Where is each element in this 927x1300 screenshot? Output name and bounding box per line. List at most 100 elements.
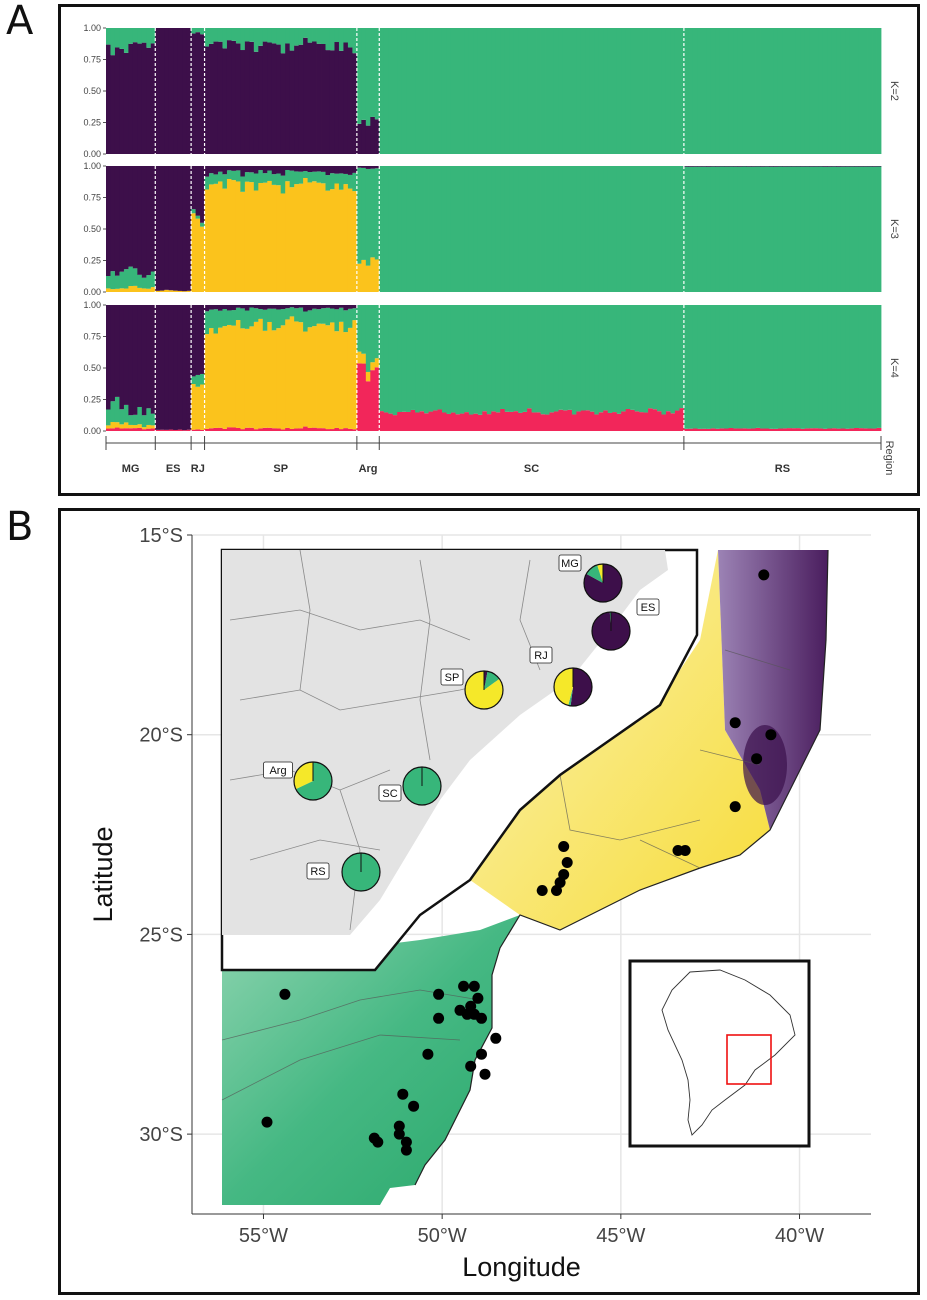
admixture-segment <box>231 325 237 428</box>
admixture-segment <box>128 428 134 431</box>
admixture-segment <box>473 305 479 414</box>
admixture-segment <box>836 28 842 154</box>
admixture-segment <box>267 28 273 43</box>
admixture-segment <box>809 428 815 431</box>
admixture-segment <box>374 119 380 154</box>
admixture-segment <box>383 166 389 292</box>
structure-plot: 0.00 0.25 0.50 0.75 1.00 K=2 0.00 0.25 0.50 0.75 1… <box>83 23 900 475</box>
admixture-segment <box>683 166 689 167</box>
admixture-segment <box>625 28 631 154</box>
admixture-segment <box>683 428 689 431</box>
admixture-segment <box>522 411 528 431</box>
admixture-segment <box>298 322 304 429</box>
admixture-segment <box>692 166 698 292</box>
admixture-segment <box>132 305 138 415</box>
admixture-segment <box>307 172 313 183</box>
admixture-segment <box>562 305 568 411</box>
admixture-segment <box>724 166 730 292</box>
admixture-segment <box>553 411 559 431</box>
admixture-segment <box>298 307 304 323</box>
admixture-segment <box>249 28 255 42</box>
admixture-segment <box>522 28 528 154</box>
admixture-segment <box>137 305 143 407</box>
admixture-segment <box>464 28 470 154</box>
admixture-segment <box>585 166 591 292</box>
admixture-segment <box>674 28 680 154</box>
admixture-segment <box>271 330 277 429</box>
admixture-segment <box>276 185 282 292</box>
admixture-segment <box>688 166 694 292</box>
admixture-segment <box>150 43 156 154</box>
admixture-segment <box>567 166 573 292</box>
sample-point <box>476 1012 487 1024</box>
admixture-segment <box>697 28 703 154</box>
admixture-segment <box>589 411 595 431</box>
admixture-segment <box>639 166 644 292</box>
admixture-segment <box>361 119 367 154</box>
admixture-segment <box>213 333 219 428</box>
admixture-segment <box>688 28 694 154</box>
admixture-segment <box>863 428 868 431</box>
admixture-segment <box>518 412 524 431</box>
admixture-segment <box>858 166 864 167</box>
admixture-segment <box>365 28 371 126</box>
sample-point <box>279 988 291 1000</box>
admixture-segment <box>388 305 394 414</box>
admixture-segment <box>276 173 282 186</box>
admixture-segment <box>701 428 707 431</box>
admixture-segment <box>683 305 689 429</box>
admixture-segment <box>553 305 559 412</box>
pie-label-box <box>558 554 582 572</box>
admixture-segment <box>634 411 640 431</box>
admixture-segment <box>710 166 716 167</box>
admixture-segment <box>876 28 882 154</box>
admixture-segment <box>298 183 304 292</box>
admixture-segment <box>253 321 259 430</box>
admixture-segment <box>769 166 774 167</box>
admixture-segment <box>854 28 859 154</box>
admixture-segment <box>352 53 358 154</box>
admixture-segment <box>164 429 170 431</box>
admixture-segment <box>688 166 694 167</box>
admixture-segment <box>276 328 282 429</box>
admixture-segment <box>226 166 232 171</box>
admixture-segment <box>150 305 156 414</box>
admixture-segment <box>800 305 806 429</box>
admixture-segment <box>594 166 600 292</box>
admixture-segment <box>155 429 161 431</box>
admixture-segment <box>634 28 640 154</box>
admixture-segment <box>155 166 161 291</box>
admixture-segment <box>540 305 546 415</box>
admixture-segment <box>119 28 125 49</box>
admixture-segment <box>415 412 420 431</box>
admixture-segment <box>607 305 613 413</box>
admixture-segment <box>424 413 429 431</box>
admixture-segment <box>643 305 649 413</box>
admixture-segment <box>343 173 349 185</box>
admixture-segment <box>710 305 716 429</box>
admixture-segment <box>755 305 761 428</box>
admixture-segment <box>706 305 712 429</box>
pie-label: MG <box>561 558 579 570</box>
admixture-segment <box>285 305 291 309</box>
admixture-segment <box>347 174 353 189</box>
state-border <box>699 749 761 766</box>
pie-rj: RJ <box>529 646 593 707</box>
admixture-segment <box>612 412 618 431</box>
admixture-segment <box>235 166 241 171</box>
admixture-segment <box>226 170 232 179</box>
admixture-segment <box>639 28 644 154</box>
admixture-segment <box>500 305 506 409</box>
admixture-segment <box>285 43 291 155</box>
admixture-segment <box>509 28 515 154</box>
y-tick-label: 15°S <box>139 525 183 547</box>
admixture-segment <box>397 305 403 412</box>
admixture-segment <box>132 285 138 292</box>
admixture-segment <box>235 307 241 321</box>
admixture-segment <box>343 310 349 333</box>
admixture-segment <box>262 330 268 428</box>
admixture-segment <box>365 166 371 169</box>
admixture-segment <box>553 28 559 154</box>
admixture-segment <box>473 166 479 292</box>
admixture-segment <box>482 28 488 154</box>
